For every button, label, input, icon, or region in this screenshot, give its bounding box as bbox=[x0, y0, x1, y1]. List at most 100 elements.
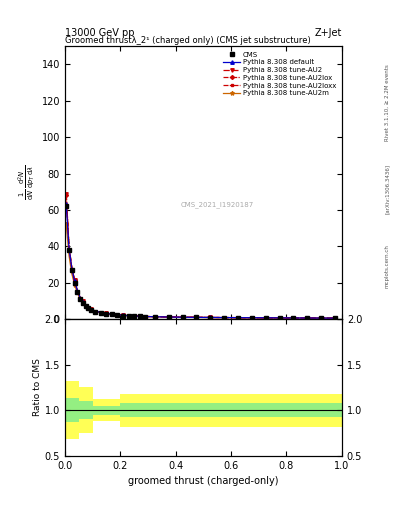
Pythia 8.308 tune-AU2m bbox=[277, 315, 282, 321]
Pythia 8.308 tune-AU2lox bbox=[137, 313, 142, 319]
Pythia 8.308 tune-AU2m bbox=[93, 309, 98, 315]
Pythia 8.308 tune-AU2lox bbox=[319, 315, 323, 321]
Pythia 8.308 tune-AU2lox bbox=[180, 314, 185, 320]
Pythia 8.308 tune-AU2lox bbox=[72, 278, 77, 284]
Pythia 8.308 tune-AU2 bbox=[305, 315, 310, 321]
CMS bbox=[143, 313, 147, 319]
CMS bbox=[332, 315, 337, 321]
Pythia 8.308 tune-AU2lox bbox=[305, 315, 310, 321]
Pythia 8.308 tune-AU2loxx bbox=[236, 314, 241, 321]
Pythia 8.308 tune-AU2loxx bbox=[132, 313, 136, 319]
Line: Pythia 8.308 tune-AU2m: Pythia 8.308 tune-AU2m bbox=[64, 222, 337, 320]
Pythia 8.308 tune-AU2loxx bbox=[121, 312, 125, 318]
Pythia 8.308 tune-AU2loxx bbox=[305, 315, 310, 321]
Pythia 8.308 default bbox=[250, 315, 254, 321]
CMS bbox=[78, 296, 83, 302]
Pythia 8.308 tune-AU2m bbox=[67, 252, 72, 259]
Pythia 8.308 default bbox=[67, 245, 72, 251]
Pythia 8.308 tune-AU2loxx bbox=[291, 315, 296, 321]
CMS bbox=[121, 312, 125, 318]
Pythia 8.308 tune-AU2m bbox=[86, 306, 91, 312]
Pythia 8.308 default bbox=[319, 315, 323, 321]
Pythia 8.308 default bbox=[93, 308, 98, 314]
Pythia 8.308 tune-AU2lox bbox=[291, 315, 296, 321]
Pythia 8.308 tune-AU2 bbox=[152, 313, 157, 319]
Pythia 8.308 tune-AU2loxx bbox=[152, 314, 157, 320]
Pythia 8.308 tune-AU2loxx bbox=[332, 315, 337, 321]
Pythia 8.308 default bbox=[152, 314, 157, 320]
Y-axis label: $\frac{1}{\mathrm{d}N}\,\frac{\mathrm{d}^2 N}{\mathrm{d}p_T\,\mathrm{d}\lambda}$: $\frac{1}{\mathrm{d}N}\,\frac{\mathrm{d}… bbox=[17, 165, 37, 200]
Pythia 8.308 default bbox=[121, 312, 125, 318]
Pythia 8.308 default bbox=[332, 315, 337, 321]
Pythia 8.308 tune-AU2m bbox=[81, 300, 85, 306]
CMS bbox=[277, 315, 282, 321]
CMS bbox=[83, 303, 88, 309]
Pythia 8.308 default bbox=[78, 294, 83, 301]
Pythia 8.308 tune-AU2m bbox=[137, 313, 142, 319]
Pythia 8.308 tune-AU2 bbox=[263, 315, 268, 321]
CMS bbox=[180, 314, 185, 321]
Text: [arXiv:1306.3436]: [arXiv:1306.3436] bbox=[385, 164, 389, 215]
Pythia 8.308 tune-AU2 bbox=[99, 309, 103, 315]
Pythia 8.308 default bbox=[166, 314, 171, 320]
CMS bbox=[152, 314, 157, 320]
Pythia 8.308 tune-AU2m bbox=[143, 313, 147, 319]
Pythia 8.308 default bbox=[110, 311, 114, 317]
Pythia 8.308 tune-AU2loxx bbox=[89, 307, 94, 313]
Pythia 8.308 tune-AU2 bbox=[83, 302, 88, 308]
Pythia 8.308 tune-AU2m bbox=[115, 312, 120, 318]
Pythia 8.308 tune-AU2 bbox=[81, 298, 85, 305]
Pythia 8.308 tune-AU2lox bbox=[332, 315, 337, 321]
Pythia 8.308 default bbox=[83, 303, 88, 309]
Pythia 8.308 default bbox=[291, 315, 296, 321]
Pythia 8.308 tune-AU2lox bbox=[208, 314, 213, 321]
Pythia 8.308 tune-AU2lox bbox=[222, 314, 226, 321]
Pythia 8.308 tune-AU2loxx bbox=[222, 314, 226, 321]
Pythia 8.308 tune-AU2loxx bbox=[180, 314, 185, 320]
CMS bbox=[115, 312, 120, 318]
CMS bbox=[110, 311, 114, 317]
Pythia 8.308 tune-AU2 bbox=[208, 314, 213, 321]
Pythia 8.308 tune-AU2 bbox=[104, 310, 109, 316]
Pythia 8.308 tune-AU2m bbox=[104, 311, 109, 317]
CMS bbox=[81, 300, 85, 306]
Pythia 8.308 tune-AU2m bbox=[110, 311, 114, 317]
Pythia 8.308 tune-AU2lox bbox=[99, 309, 103, 315]
Pythia 8.308 tune-AU2m bbox=[132, 313, 136, 319]
Pythia 8.308 default bbox=[81, 299, 85, 305]
Pythia 8.308 default bbox=[126, 313, 131, 319]
Pythia 8.308 tune-AU2lox bbox=[93, 308, 98, 314]
Pythia 8.308 tune-AU2m bbox=[99, 310, 103, 316]
Pythia 8.308 tune-AU2lox bbox=[89, 307, 94, 313]
Pythia 8.308 default bbox=[208, 314, 213, 321]
Legend: CMS, Pythia 8.308 default, Pythia 8.308 tune-AU2, Pythia 8.308 tune-AU2lox, Pyth: CMS, Pythia 8.308 default, Pythia 8.308 … bbox=[221, 50, 338, 98]
CMS bbox=[132, 313, 136, 319]
Y-axis label: Ratio to CMS: Ratio to CMS bbox=[33, 358, 42, 416]
CMS bbox=[137, 313, 142, 319]
Pythia 8.308 tune-AU2 bbox=[166, 314, 171, 320]
Pythia 8.308 tune-AU2m bbox=[72, 282, 77, 288]
Pythia 8.308 tune-AU2 bbox=[72, 277, 77, 283]
CMS bbox=[104, 311, 109, 317]
Text: Z+Jet: Z+Jet bbox=[314, 28, 342, 38]
Pythia 8.308 tune-AU2lox bbox=[152, 314, 157, 320]
Pythia 8.308 tune-AU2lox bbox=[277, 315, 282, 321]
Pythia 8.308 tune-AU2lox bbox=[83, 302, 88, 308]
CMS bbox=[72, 280, 77, 286]
Pythia 8.308 tune-AU2lox bbox=[132, 313, 136, 319]
Pythia 8.308 tune-AU2loxx bbox=[81, 298, 85, 305]
Pythia 8.308 tune-AU2m bbox=[75, 290, 80, 296]
Pythia 8.308 default bbox=[72, 278, 77, 284]
Pythia 8.308 tune-AU2loxx bbox=[64, 193, 69, 199]
Pythia 8.308 tune-AU2 bbox=[319, 315, 323, 321]
CMS bbox=[70, 267, 74, 273]
Line: Pythia 8.308 tune-AU2lox: Pythia 8.308 tune-AU2lox bbox=[65, 194, 336, 319]
Pythia 8.308 tune-AU2 bbox=[89, 306, 94, 312]
Pythia 8.308 tune-AU2loxx bbox=[104, 310, 109, 316]
Pythia 8.308 tune-AU2lox bbox=[121, 312, 125, 318]
Pythia 8.308 default bbox=[277, 315, 282, 321]
Pythia 8.308 tune-AU2m bbox=[305, 315, 310, 321]
Pythia 8.308 tune-AU2 bbox=[222, 314, 226, 321]
Pythia 8.308 tune-AU2lox bbox=[166, 314, 171, 320]
Pythia 8.308 tune-AU2 bbox=[277, 315, 282, 321]
